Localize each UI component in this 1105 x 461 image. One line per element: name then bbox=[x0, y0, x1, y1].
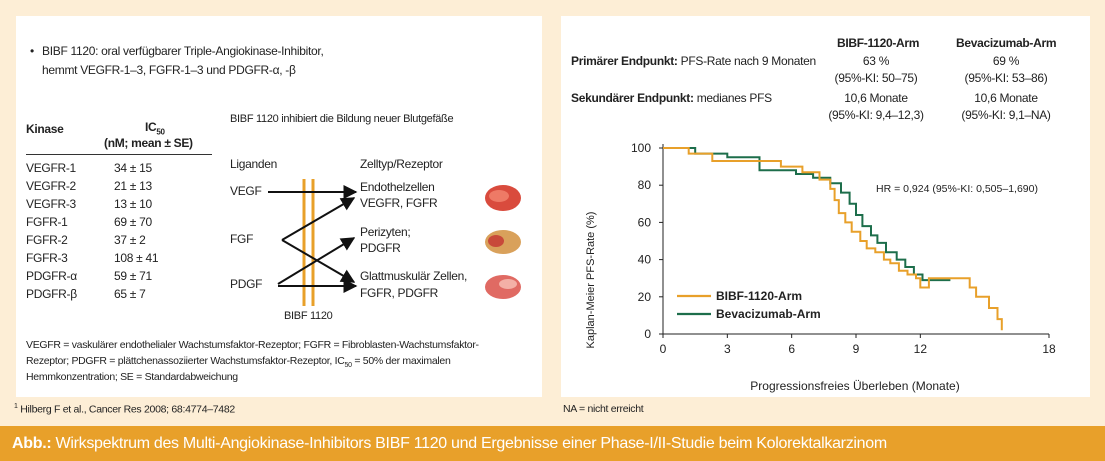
series-line-1 bbox=[663, 147, 951, 282]
col-header-bibf: BIBF-1120-Arm bbox=[837, 36, 920, 50]
intro-line-2: hemmt VEGFR-1–3, FGFR-1–3 und PDGFR-α, -… bbox=[42, 63, 296, 77]
diagram-col-cells: Zelltyp/Rezeptor bbox=[360, 157, 443, 171]
legend-label-bibf: BIBF-1120-Arm bbox=[716, 289, 802, 303]
table-rule-top bbox=[26, 154, 212, 155]
y-tick-label: 20 bbox=[638, 290, 652, 304]
table-header-ic: IC50 bbox=[145, 120, 165, 137]
intro-bullet: • bbox=[30, 44, 34, 58]
diagram-col-ligands: Liganden bbox=[230, 157, 277, 171]
series-line-0 bbox=[663, 147, 1003, 331]
cell-muscle-line2: FGFR, PDGFR bbox=[360, 286, 439, 300]
cell-endothel-line1: Endothelzellen bbox=[360, 180, 435, 194]
x-tick-label: 0 bbox=[660, 342, 667, 356]
y-axis-label: Kaplan-Meier PFS-Rate (%) bbox=[585, 212, 597, 349]
intro-line-1: BIBF 1120: oral verfügbarer Triple-Angio… bbox=[42, 44, 324, 58]
km-chart: 0 20 40 60 80 100 0 3 6 9 12 18 HR = 0,924 (95%-KI:… bbox=[585, 141, 1056, 393]
perizyten-cell-image bbox=[485, 230, 521, 254]
diagram-heading: BIBF 1120 inhibiert die Bildung neuer Bl… bbox=[230, 113, 454, 125]
x-tick-label: 12 bbox=[914, 342, 928, 356]
y-tick-label: 80 bbox=[638, 178, 652, 192]
x-tick-label: 6 bbox=[788, 342, 795, 356]
col-header-bev: Bevacizumab-Arm bbox=[956, 36, 1057, 50]
figure-caption: Abb.: Wirkspektrum des Multi-Angiokinase… bbox=[0, 426, 1105, 461]
table-header-unit: (nM; mean ± SE) bbox=[104, 136, 193, 150]
abbreviations-line-2: Rezeptor; PDGFR = plättchenassoziierter … bbox=[26, 355, 451, 370]
right-panel: BIBF-1120-Arm Bevacizumab-Arm Primärer E… bbox=[561, 16, 1090, 397]
ligand-pdgf: PDGF bbox=[230, 277, 263, 291]
cell-endothel-line2: VEGFR, FGFR bbox=[360, 196, 438, 210]
left-panel: • BIBF 1120: oral verfügbarer Triple-Ang… bbox=[16, 16, 542, 397]
arrow-fgf-endothel bbox=[281, 197, 356, 241]
pathway-diagram bbox=[268, 179, 521, 306]
primary-bibf-ci: (95%-KI: 50–75) bbox=[834, 71, 918, 85]
y-tick-label: 0 bbox=[644, 327, 651, 341]
arrow-fgf-muscle bbox=[281, 239, 356, 283]
chart-axes: 0 20 40 60 80 100 0 3 6 9 12 18 bbox=[631, 141, 1056, 356]
x-axis-label: Progressionsfreies Überleben (Monate) bbox=[750, 379, 959, 393]
chart-legend: BIBF-1120-Arm Bevacizumab-Arm bbox=[677, 289, 821, 321]
abbreviations-line-1: VEGFR = vaskulärer endothelialer Wachstu… bbox=[26, 339, 479, 351]
primary-bev-value: 69 % bbox=[992, 54, 1020, 68]
secondary-bibf-ci: (95%-KI: 9,4–12,3) bbox=[828, 108, 924, 122]
arrow-pdgf-perizyten bbox=[277, 237, 356, 285]
cell-muscle-line1: Glattmuskulär Zellen, bbox=[360, 269, 468, 283]
na-note: NA = nicht erreicht bbox=[563, 403, 644, 415]
chart-series bbox=[663, 147, 1003, 331]
table-header-kinase: Kinase bbox=[26, 122, 64, 136]
cell-perizyten-line1: Perizyten; bbox=[360, 225, 411, 239]
y-tick-label: 40 bbox=[638, 253, 652, 267]
primary-endpoint: Primärer Endpunkt: PFS-Rate nach 9 Monat… bbox=[571, 54, 816, 68]
ligand-fgf: FGF bbox=[230, 232, 254, 246]
secondary-bev-ci: (95%-KI: 9,1–NA) bbox=[961, 108, 1051, 122]
secondary-bibf-value: 10,6 Monate bbox=[844, 91, 908, 105]
abbreviations-line-3: Hemmkonzentration; SE = Standardabweichu… bbox=[26, 371, 238, 383]
x-tick-label: 9 bbox=[853, 342, 860, 356]
endothel-cell-image bbox=[485, 185, 521, 211]
secondary-bev-value: 10,6 Monate bbox=[974, 91, 1038, 105]
y-tick-label: 100 bbox=[631, 141, 651, 155]
secondary-endpoint: Sekundärer Endpunkt: medianes PFS bbox=[571, 91, 772, 105]
legend-label-bev: Bevacizumab-Arm bbox=[716, 307, 821, 321]
primary-bev-ci: (95%-KI: 53–86) bbox=[964, 71, 1048, 85]
x-tick-label: 18 bbox=[1042, 342, 1056, 356]
blocker-label: BIBF 1120 bbox=[284, 310, 333, 322]
cell-perizyten-line2: PDGFR bbox=[360, 241, 401, 255]
x-tick-label: 3 bbox=[724, 342, 731, 356]
hazard-ratio: HR = 0,924 (95%-KI: 0,505–1,690) bbox=[876, 183, 1038, 195]
muscle-cell-image bbox=[485, 275, 521, 299]
ligand-vegf: VEGF bbox=[230, 184, 262, 198]
y-tick-label: 60 bbox=[638, 215, 652, 229]
reference: 1 Hilberg F et al., Cancer Res 2008; 68:… bbox=[14, 403, 235, 416]
primary-bibf-value: 63 % bbox=[862, 54, 890, 68]
